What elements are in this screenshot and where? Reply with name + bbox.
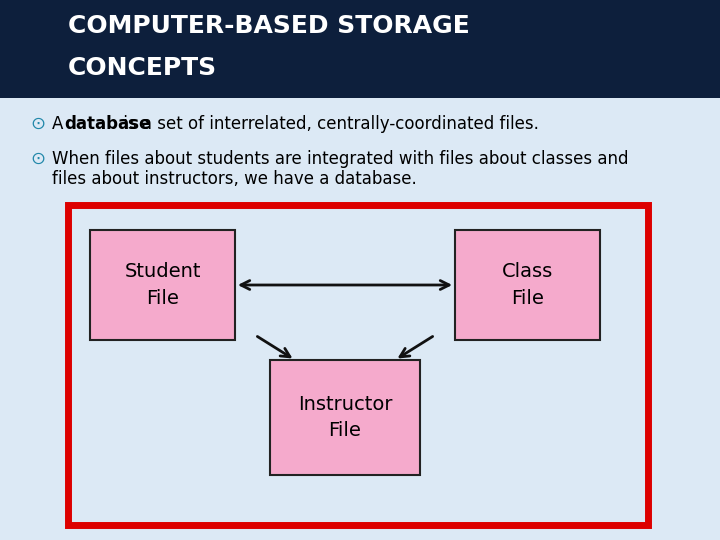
FancyBboxPatch shape [90, 230, 235, 340]
Text: Class
File: Class File [502, 262, 553, 308]
Text: files about instructors, we have a database.: files about instructors, we have a datab… [52, 170, 417, 188]
FancyBboxPatch shape [270, 360, 420, 475]
FancyBboxPatch shape [0, 0, 720, 98]
Text: Instructor
File: Instructor File [298, 395, 392, 440]
Text: database: database [64, 115, 150, 133]
Text: A: A [52, 115, 68, 133]
FancyBboxPatch shape [68, 205, 648, 525]
Text: Student
File: Student File [125, 262, 201, 308]
Text: When files about students are integrated with files about classes and: When files about students are integrated… [52, 150, 629, 168]
Text: is a set of interrelated, centrally-coordinated files.: is a set of interrelated, centrally-coor… [118, 115, 539, 133]
Text: CONCEPTS: CONCEPTS [68, 56, 217, 80]
Text: ⊙: ⊙ [30, 115, 45, 133]
FancyBboxPatch shape [455, 230, 600, 340]
Text: ⊙: ⊙ [30, 150, 45, 168]
Text: COMPUTER-BASED STORAGE: COMPUTER-BASED STORAGE [68, 14, 469, 38]
